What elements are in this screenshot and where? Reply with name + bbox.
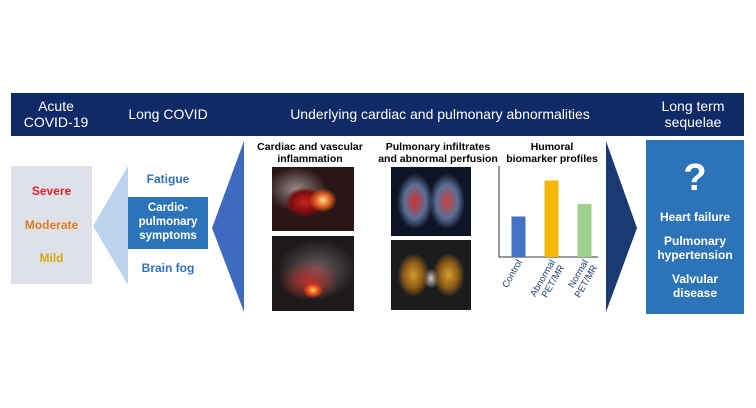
humoral-biomarker-chart: Control AbnormalPET/MR NormalPET/MR (498, 166, 601, 304)
symptom-brain-fog: Brain fog (141, 261, 195, 275)
lung-ct-image-bottom (391, 240, 471, 310)
pulmonary-panel-title: Pulmonary infiltrates and abnormal perfu… (378, 141, 498, 165)
symptom-fatigue: Fatigue (146, 172, 190, 186)
sequelae-box: ? Heart failure Pulmonary hypertension V… (646, 140, 744, 314)
sequelae-pulmonary-hypertension: Pulmonary hypertension (657, 234, 733, 262)
symptom-cardiopulmonary-box: Cardio- pulmonary symptoms (128, 197, 208, 249)
tick-label-abnormal-pet/mr: AbnormalPET/MR (528, 258, 567, 304)
tick-label-normal-pet/mr: NormalPET/MR (564, 258, 601, 300)
bar-normal-pet/mr (577, 203, 592, 257)
humoral-panel-title: Humoral biomarker profiles (506, 141, 598, 165)
banner-long-term-sequelae: Long term sequelae (661, 98, 725, 130)
sequelae-heart-failure: Heart failure (659, 210, 731, 224)
bar-control (511, 216, 526, 257)
severity-moderate: Moderate (24, 218, 79, 232)
cardiac-pet-image-bottom (272, 236, 354, 311)
severity-box (11, 166, 92, 284)
symptom-cardiopulmonary-label: Cardio- pulmonary symptoms (138, 202, 198, 242)
center-left-arrow (212, 141, 244, 312)
sequelae-valvular-disease: Valvular disease (671, 272, 719, 300)
cardiac-pet-image-top (272, 167, 354, 231)
lung-perfusion-image-top (391, 167, 471, 236)
top-banner (11, 93, 744, 136)
severity-severe: Severe (31, 184, 72, 198)
banner-underlying-abnormalities: Underlying cardiac and pulmonary abnorma… (290, 106, 590, 122)
banner-long-covid: Long COVID (128, 106, 208, 122)
severity-mild: Mild (39, 251, 64, 265)
bar-abnormal-pet/mr (544, 180, 559, 257)
question-mark-icon: ? (683, 157, 707, 199)
cardiac-panel-title: Cardiac and vascular inflammation (257, 141, 363, 165)
left-arrow-light (93, 166, 128, 285)
center-right-arrow (606, 141, 637, 312)
tick-label-control: Control (500, 258, 525, 290)
banner-acute-covid: Acute COVID-19 (23, 98, 89, 130)
